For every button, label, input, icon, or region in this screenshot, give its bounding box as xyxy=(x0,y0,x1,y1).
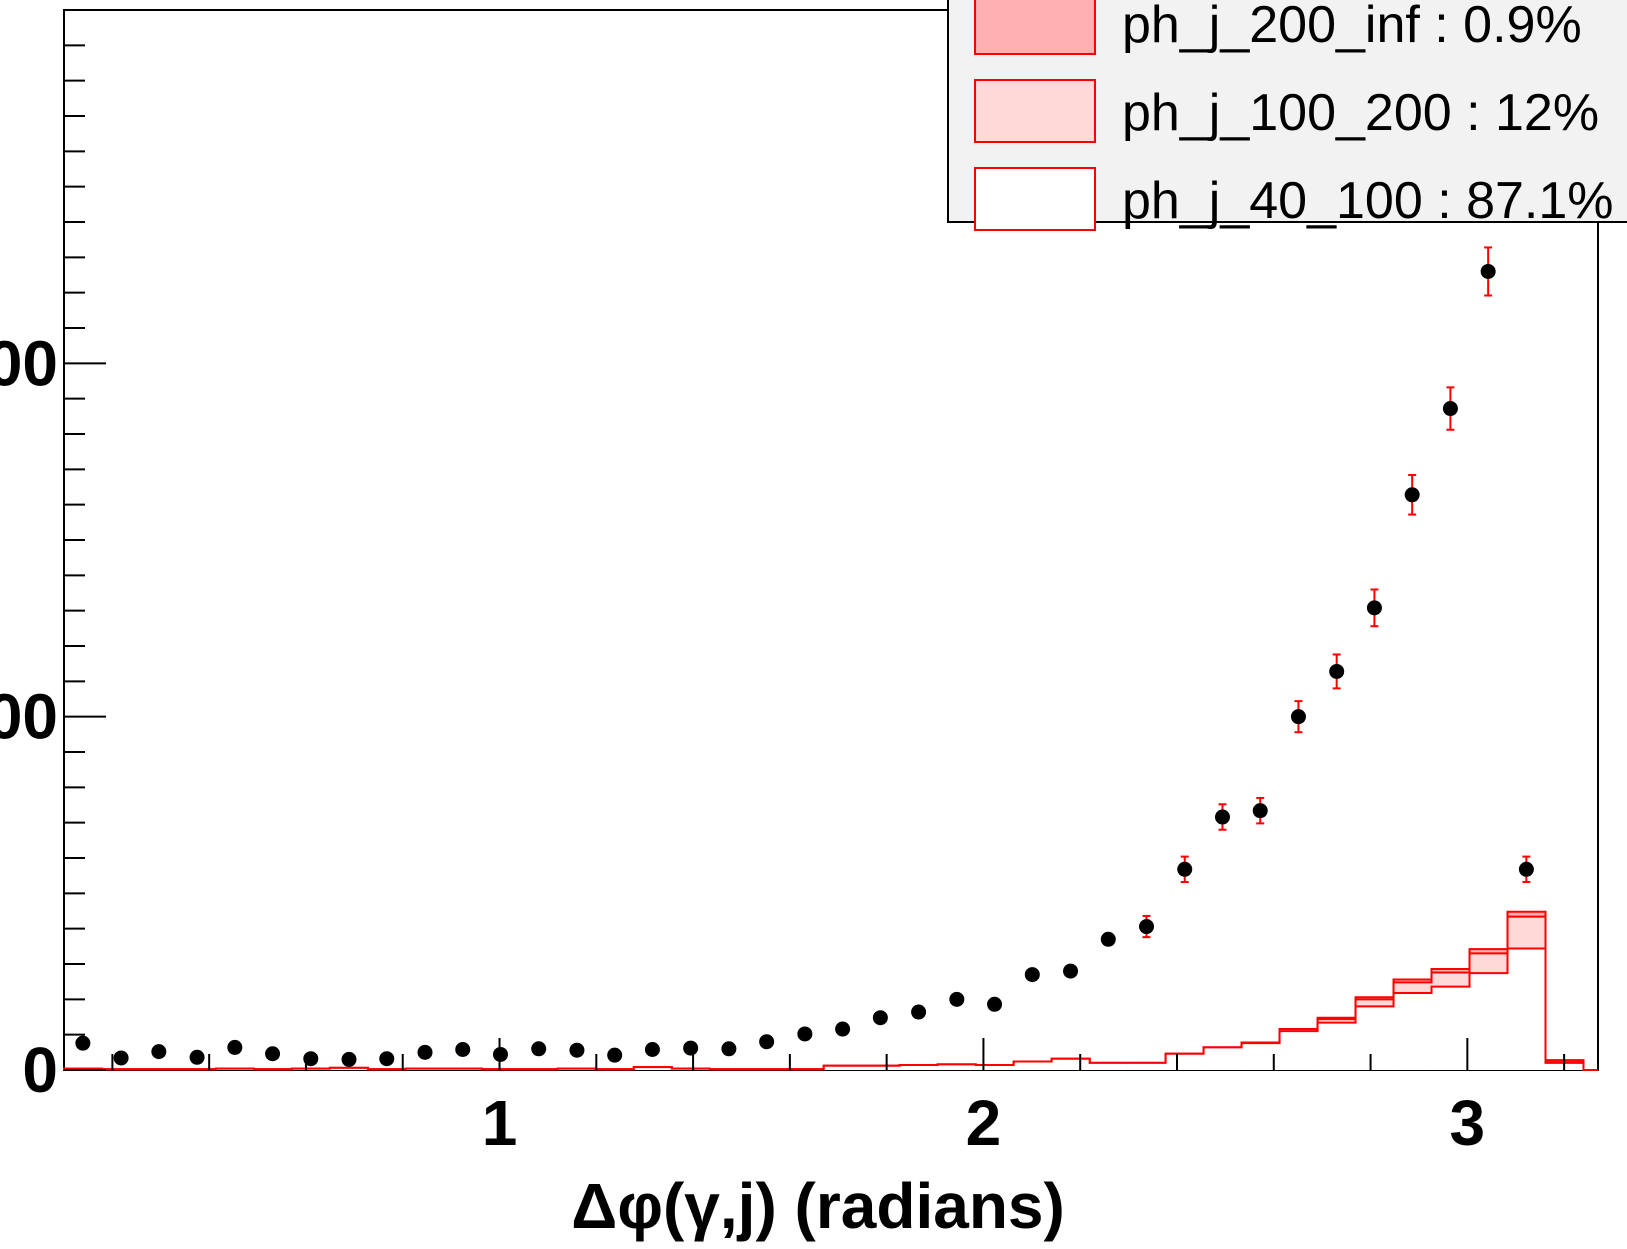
data-point xyxy=(265,1046,281,1062)
data-point xyxy=(1252,803,1268,819)
data-point xyxy=(872,1010,888,1026)
hist-bar xyxy=(1051,1058,1090,1070)
data-point xyxy=(1480,263,1496,279)
data-point xyxy=(1329,663,1345,679)
data-point xyxy=(911,1004,927,1020)
hist-bar xyxy=(1165,1053,1204,1070)
data-point xyxy=(417,1044,433,1060)
data-point xyxy=(303,1051,319,1067)
data-point xyxy=(949,991,965,1007)
y-tick-label: 0 xyxy=(22,1034,58,1106)
x-tick-label: 2 xyxy=(966,1087,1002,1159)
legend-swatch xyxy=(974,0,1096,55)
x-tick-label: 3 xyxy=(1450,1087,1486,1159)
data-point xyxy=(759,1034,775,1050)
legend: ph_j_200_inf : 0.9% ph_j_100_200 : 12% ph_… xyxy=(947,0,1627,231)
data-point xyxy=(721,1041,737,1057)
data-point xyxy=(1214,809,1230,825)
data-point xyxy=(1404,487,1420,503)
data-point xyxy=(987,996,1003,1012)
data-point xyxy=(189,1049,205,1065)
hist-bar xyxy=(1317,1022,1356,1070)
data-point xyxy=(644,1042,660,1058)
data-point xyxy=(1024,967,1040,983)
hist-bar xyxy=(1089,1062,1128,1070)
data-point xyxy=(113,1050,129,1066)
legend-label: ph_j_100_200 : 12% xyxy=(1122,84,1599,142)
hist-bar xyxy=(1203,1047,1242,1070)
hist-bar xyxy=(1431,986,1470,1070)
hist-bar xyxy=(1279,1031,1318,1070)
hist-bar xyxy=(329,1067,368,1070)
hist-bar xyxy=(861,1065,900,1070)
data-point xyxy=(227,1039,243,1055)
stacked-histogram xyxy=(63,910,1598,1071)
data-point xyxy=(1177,861,1193,877)
hist-bar xyxy=(1469,973,1508,1070)
data-point xyxy=(835,1021,851,1037)
hist-bar xyxy=(1507,948,1546,1070)
data-point xyxy=(1366,600,1382,616)
data-point xyxy=(797,1026,813,1042)
legend-swatch xyxy=(974,167,1096,231)
data-point xyxy=(569,1042,585,1058)
hist-bar xyxy=(823,1065,862,1070)
legend-entry: ph_j_100_200 : 12% xyxy=(974,79,1599,143)
data-point xyxy=(1139,919,1155,935)
data-point xyxy=(341,1051,357,1067)
data-point xyxy=(1442,401,1458,417)
x-axis-title: Δφ(γ,j) (radians) xyxy=(571,1170,1065,1242)
data-point xyxy=(607,1047,623,1063)
data-point xyxy=(1518,861,1534,877)
data-point xyxy=(1063,963,1079,979)
data-point xyxy=(1100,931,1116,947)
data-point xyxy=(531,1041,547,1057)
hist-outline xyxy=(63,947,1598,1071)
hist-bar xyxy=(1355,1006,1394,1070)
hist-bar xyxy=(1393,992,1432,1070)
hist-bar xyxy=(975,1065,1014,1070)
legend-entry: ph_j_200_inf : 0.9% xyxy=(974,0,1582,55)
y-tick-label: 00 xyxy=(0,327,58,399)
hist-bar xyxy=(899,1065,938,1070)
legend-swatch xyxy=(974,79,1096,143)
data-point xyxy=(151,1044,167,1060)
data-point xyxy=(1290,709,1306,725)
hist-bar xyxy=(1013,1061,1052,1070)
legend-label: ph_j_200_inf : 0.9% xyxy=(1122,0,1582,54)
hist-bar xyxy=(937,1064,976,1070)
legend-label: ph_j_40_100 : 87.1% xyxy=(1122,172,1614,230)
legend-entry: ph_j_40_100 : 87.1% xyxy=(974,167,1614,231)
data-point xyxy=(683,1040,699,1056)
data-point xyxy=(75,1035,91,1051)
hist-bar xyxy=(633,1067,672,1070)
hist-bar xyxy=(1127,1062,1166,1070)
x-tick-label: 1 xyxy=(482,1087,518,1159)
y-tick-label: 00 xyxy=(0,681,58,753)
data-point xyxy=(455,1042,471,1058)
data-point xyxy=(379,1051,395,1067)
